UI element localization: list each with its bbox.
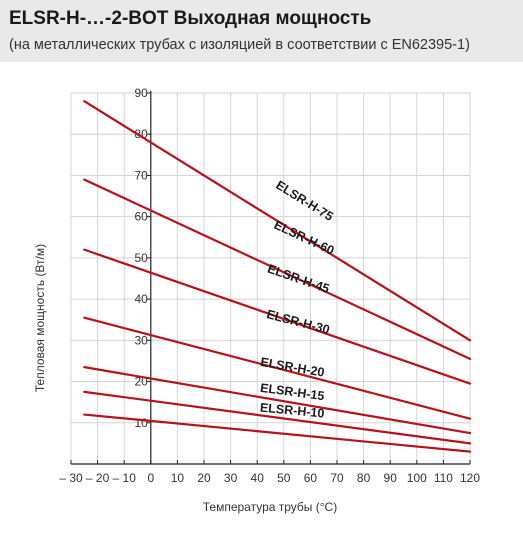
chart-subtitle: (на металлических трубах с изоляцией в с…: [9, 37, 470, 53]
series-label-elsr-h-10: ELSR-H-10: [259, 400, 325, 420]
series-line-elsr-h-20: [83, 366, 472, 435]
x-tick-label: 10: [171, 471, 185, 485]
y-tick-label: 40: [134, 292, 148, 306]
x-tick-label: 80: [357, 471, 371, 485]
x-tick-label: 100: [407, 471, 427, 485]
series-line-elsr-h-10: [83, 413, 472, 453]
y-tick-label: 10: [134, 416, 148, 430]
y-tick-label: 30: [134, 333, 148, 347]
chart-header: ELSR-H-…-2-BOT Выходная мощность (на мет…: [0, 0, 523, 62]
x-tick-label: 50: [277, 471, 291, 485]
y-tick-label: 60: [134, 210, 148, 224]
x-tick-label: – 20: [86, 471, 110, 485]
y-tick-label: 90: [134, 86, 148, 100]
series-line-elsr-h-60: [83, 178, 472, 360]
series-lines: [83, 100, 472, 453]
grid-lines: [70, 92, 471, 464]
x-tick-label: 40: [251, 471, 265, 485]
x-tick-label: 30: [224, 471, 238, 485]
series-line-elsr-h-15: [83, 390, 472, 445]
x-tick-label: 0: [147, 471, 154, 485]
series-line-elsr-h-45: [83, 248, 472, 385]
x-tick-label: 110: [434, 471, 453, 485]
y-tick-label: 50: [134, 251, 148, 265]
series-label-elsr-h-60: ELSR-H-60: [272, 218, 337, 258]
x-tick-label: 60: [304, 471, 318, 485]
series-line-elsr-h-30: [83, 316, 472, 420]
x-tick-label: – 30: [59, 471, 83, 485]
series-label-elsr-h-30: ELSR-H-30: [265, 307, 331, 337]
x-tick-label: 20: [197, 471, 211, 485]
chart-title: ELSR-H-…-2-BOT Выходная мощность: [9, 8, 372, 29]
x-tick-label: – 10: [113, 471, 137, 485]
series-line-elsr-h-75: [83, 100, 472, 342]
series-label-elsr-h-15: ELSR-H-15: [259, 381, 325, 403]
x-tick-labels: – 30– 20– 10 0 10 20 30 40 50 60 70 80 90 100 110 120: [59, 471, 480, 485]
y-axis-label: Тепловая мощность (Вт/м): [33, 244, 47, 392]
x-tick-label: 120: [460, 471, 480, 485]
x-tick-label: 70: [330, 471, 344, 485]
series-label-elsr-h-45: ELSR-H-45: [266, 262, 332, 296]
series-label-elsr-h-20: ELSR-H-20: [259, 355, 325, 380]
x-tick-label: 90: [384, 471, 398, 485]
x-axis-label: Температура трубы (°C): [203, 500, 337, 514]
y-tick-label: 70: [134, 168, 148, 182]
